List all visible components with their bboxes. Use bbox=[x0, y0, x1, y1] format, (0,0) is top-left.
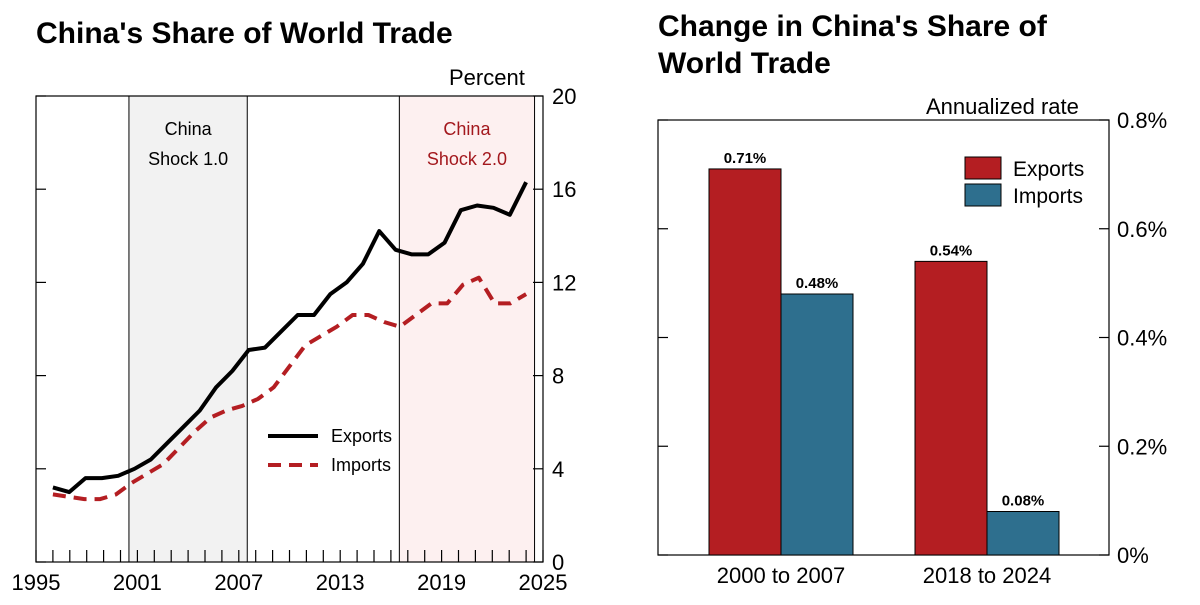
y-tick-label: 16 bbox=[552, 177, 576, 202]
y-tick-label: 20 bbox=[552, 84, 576, 109]
bar-imports bbox=[986, 511, 1060, 556]
shaded-period bbox=[128, 96, 248, 562]
series-line-imports bbox=[52, 275, 528, 502]
bar-y-tick-label: 0.8% bbox=[1117, 108, 1167, 133]
shaded-periods: China Shock 1.0 China Shock 2.0 bbox=[128, 96, 536, 562]
line-chart-legend: Exports Imports bbox=[268, 426, 392, 475]
bar-imports bbox=[780, 293, 854, 556]
x-tick-label: 2019 bbox=[417, 570, 466, 595]
bar-chart-title-line1: Change in China's Share of bbox=[658, 10, 1048, 43]
line-chart-panel: China's Share of World Trade Percent Chi… bbox=[12, 17, 577, 595]
bars: 0.71% 0.48% 0.54% 0.08% bbox=[708, 150, 1060, 556]
y-tick-label: 4 bbox=[552, 457, 564, 482]
series-lines bbox=[52, 181, 528, 502]
bar-y-axis-ticks: 0% 0.2% 0.4% 0.6% 0.8% bbox=[658, 108, 1167, 568]
y-tick-label: 0 bbox=[552, 550, 564, 575]
bar-data-label: 0.54% bbox=[930, 242, 973, 259]
legend-label-imports: Imports bbox=[331, 455, 391, 475]
bar-chart-title-line2: World Trade bbox=[658, 47, 831, 80]
bar-y-tick-label: 0.6% bbox=[1117, 217, 1167, 242]
bar-data-label: 0.08% bbox=[1002, 493, 1045, 510]
x-tick-label: 1995 bbox=[12, 570, 61, 595]
y-axis-ticks: 0 4 8 12 16 20 bbox=[36, 84, 576, 575]
bar-y-tick-label: 0% bbox=[1117, 543, 1149, 568]
bar-exports bbox=[708, 168, 782, 556]
shade-label-line1: China bbox=[443, 119, 491, 139]
legend-label-exports: Exports bbox=[331, 426, 392, 446]
line-chart-title: China's Share of World Trade bbox=[36, 17, 453, 50]
bar-chart-legend: Exports Imports bbox=[964, 156, 1084, 208]
bar-chart-y-unit: Annualized rate bbox=[926, 94, 1079, 119]
bar-y-tick-label: 0.4% bbox=[1117, 326, 1167, 351]
shade-label-line1: China bbox=[165, 119, 213, 139]
shaded-period bbox=[399, 96, 535, 562]
bar-category-labels: 2000 to 2007 2018 to 2024 bbox=[717, 563, 1051, 588]
bar-data-label: 0.48% bbox=[796, 275, 839, 292]
line-chart-y-unit: Percent bbox=[449, 65, 525, 90]
bar-exports bbox=[914, 260, 988, 556]
bar-legend-label-exports: Exports bbox=[1013, 158, 1084, 181]
x-tick-label: 2007 bbox=[214, 570, 263, 595]
series-line-exports bbox=[52, 181, 528, 495]
bar-category-label: 2018 to 2024 bbox=[923, 563, 1051, 588]
shade-label-line2: Shock 2.0 bbox=[427, 149, 507, 169]
x-tick-label: 2013 bbox=[316, 570, 365, 595]
y-tick-label: 12 bbox=[552, 270, 576, 295]
x-tick-label: 2001 bbox=[113, 570, 162, 595]
shade-label-line2: Shock 1.0 bbox=[148, 149, 228, 169]
x-axis-ticks: 1995 2001 2007 2013 2019 2025 bbox=[12, 550, 568, 595]
bar-category-label: 2000 to 2007 bbox=[717, 563, 845, 588]
bar-data-label: 0.71% bbox=[724, 150, 767, 167]
legend-swatch-exports-bar bbox=[964, 156, 1002, 180]
x-tick-label: 2025 bbox=[519, 570, 568, 595]
bar-chart-panel: Change in China's Share of World Trade A… bbox=[657, 10, 1167, 588]
bar-y-tick-label: 0.2% bbox=[1117, 434, 1167, 459]
legend-swatch-imports-bar bbox=[964, 183, 1002, 207]
bar-legend-label-imports: Imports bbox=[1013, 185, 1083, 208]
y-tick-label: 8 bbox=[552, 364, 564, 389]
